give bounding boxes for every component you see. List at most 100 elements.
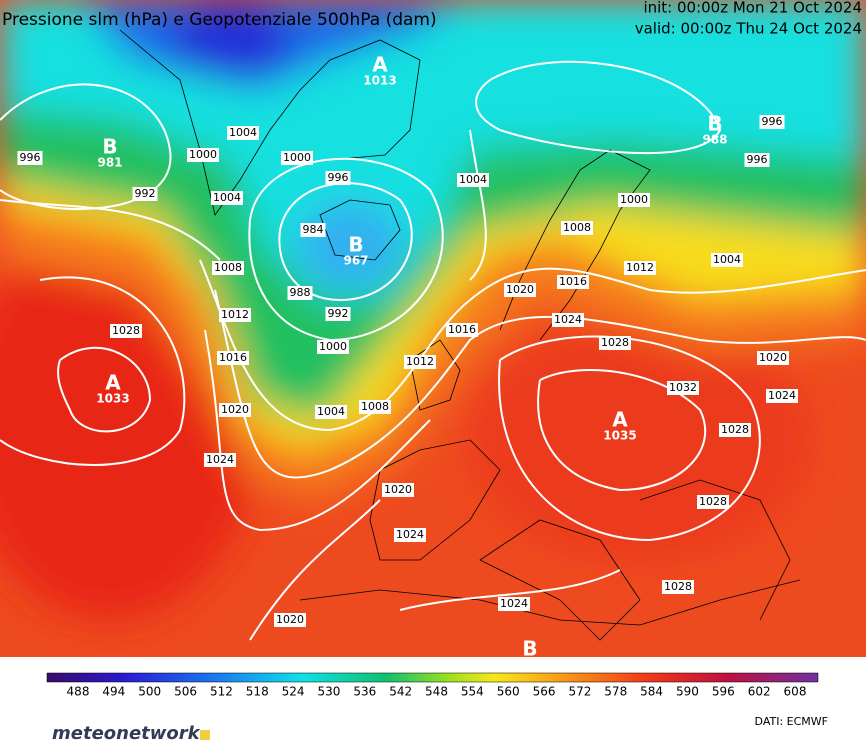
isobar-label-bg xyxy=(281,151,313,165)
isobar-label-bg xyxy=(557,275,589,289)
logo: meteonetwork xyxy=(52,723,201,744)
isobar-label: 992 xyxy=(132,187,158,201)
isobar-value: 1020 xyxy=(759,351,787,364)
isobar-label-bg xyxy=(404,355,436,369)
isobar-label: 996 xyxy=(744,153,770,167)
isobar-label: 1008 xyxy=(561,221,593,235)
colorbar-tick-label: 590 xyxy=(676,685,699,699)
logo-mark xyxy=(200,730,210,740)
isobar-value: 1024 xyxy=(500,597,528,610)
isobar-value: 1016 xyxy=(219,351,247,364)
isobar-value: 992 xyxy=(135,187,156,200)
isobar-value: 1024 xyxy=(554,313,582,326)
isobar-value: 1008 xyxy=(214,261,242,274)
isobar-label: 1012 xyxy=(404,355,436,369)
pressure-value: 1033 xyxy=(96,392,129,406)
isobar-label-bg xyxy=(504,283,536,297)
isobar-label-bg xyxy=(697,495,729,509)
isobar-label: 1016 xyxy=(446,323,478,337)
colorbar-tick-label: 578 xyxy=(604,685,627,699)
colorbar-tick-label: 542 xyxy=(389,685,412,699)
isobar-label: 1028 xyxy=(110,324,142,338)
isobar-label-bg xyxy=(599,336,631,350)
isobar-label-bg xyxy=(287,286,313,300)
pressure-center: A xyxy=(372,53,388,77)
isobar-value: 1004 xyxy=(317,405,345,418)
isobar-value: 1020 xyxy=(384,483,412,496)
isobar-value: 1016 xyxy=(559,275,587,288)
isobar-label: 1020 xyxy=(504,283,536,297)
isobar-label-bg xyxy=(711,253,743,267)
isobar-label-bg xyxy=(300,223,326,237)
isobar-value: 1012 xyxy=(626,261,654,274)
colorbar-tick-label: 548 xyxy=(425,685,448,699)
isobar-label: 1004 xyxy=(211,191,243,205)
isobar-label: 1024 xyxy=(204,453,236,467)
isobar-label-bg xyxy=(132,187,158,201)
isobar-value: 1024 xyxy=(768,389,796,402)
colorbar-tick-label: 584 xyxy=(640,685,663,699)
isobar-label: 996 xyxy=(325,171,351,185)
isobar-label-bg xyxy=(766,389,798,403)
isobar-value: 1028 xyxy=(112,324,140,337)
colorbar-tick-label: 506 xyxy=(174,685,197,699)
isobar-value: 1016 xyxy=(448,323,476,336)
isobar-value: 1012 xyxy=(406,355,434,368)
isobar-label: 1004 xyxy=(457,173,489,187)
isobar-label: 1012 xyxy=(219,308,251,322)
pressure-value: 967 xyxy=(343,254,368,268)
isobar-value: 1000 xyxy=(189,148,217,161)
isobar-label-bg xyxy=(359,400,391,414)
colorbar xyxy=(46,672,819,683)
isobar-label-bg xyxy=(552,313,584,327)
colorbar-tick-label: 524 xyxy=(282,685,305,699)
isobar-label: 1012 xyxy=(624,261,656,275)
isobar-value: 984 xyxy=(303,223,324,236)
isobar-label: 1024 xyxy=(394,528,426,542)
colorbar-tick-label: 560 xyxy=(497,685,520,699)
isobar-label-bg xyxy=(219,308,251,322)
isobar-label: 984 xyxy=(300,223,326,237)
colorbar-tick-label: 512 xyxy=(210,685,233,699)
map-field xyxy=(0,0,866,657)
isobar-value: 996 xyxy=(20,151,41,164)
isobar-label-bg xyxy=(274,613,306,627)
isobar-label-bg xyxy=(744,153,770,167)
isobar-value: 1020 xyxy=(276,613,304,626)
colorbar-tick-label: 536 xyxy=(353,685,376,699)
isobar-value: 1008 xyxy=(563,221,591,234)
isobar-label-bg xyxy=(325,171,351,185)
isobar-label-bg xyxy=(719,423,751,437)
pressure-center: A xyxy=(105,371,121,395)
map-title: Pressione slm (hPa) e Geopotenziale 500h… xyxy=(2,10,437,30)
isobar-value: 1032 xyxy=(669,381,697,394)
colorbar-tick-label: 602 xyxy=(748,685,771,699)
isobar-label: 1024 xyxy=(766,389,798,403)
pressure-center: A xyxy=(612,408,628,432)
colorbar-tick-label: 518 xyxy=(246,685,269,699)
colorbar-tick-label: 596 xyxy=(712,685,735,699)
isobar-value: 1020 xyxy=(221,403,249,416)
isobar-value: 1028 xyxy=(601,336,629,349)
isobar-label: 1000 xyxy=(618,193,650,207)
isobar-label-bg xyxy=(204,453,236,467)
isobar-label-bg xyxy=(317,340,349,354)
colorbar-tick-label: 488 xyxy=(67,685,90,699)
colorbar-tick-label: 566 xyxy=(533,685,556,699)
isobar-label: 1032 xyxy=(667,381,699,395)
isobar-label-bg xyxy=(217,351,249,365)
isobar-value: 996 xyxy=(328,171,349,184)
isobar-label: 1016 xyxy=(557,275,589,289)
isobar-value: 1028 xyxy=(721,423,749,436)
isobar-value: 996 xyxy=(762,115,783,128)
isobar-label-bg xyxy=(315,405,347,419)
isobar-label: 1008 xyxy=(359,400,391,414)
isobar-label: 992 xyxy=(325,307,351,321)
isobar-label-bg xyxy=(662,580,694,594)
isobar-label-bg xyxy=(382,483,414,497)
pressure-value: 1035 xyxy=(603,429,636,443)
isobar-label: 988 xyxy=(287,286,313,300)
isobar-label-bg xyxy=(219,403,251,417)
isobar-value: 1024 xyxy=(396,528,424,541)
